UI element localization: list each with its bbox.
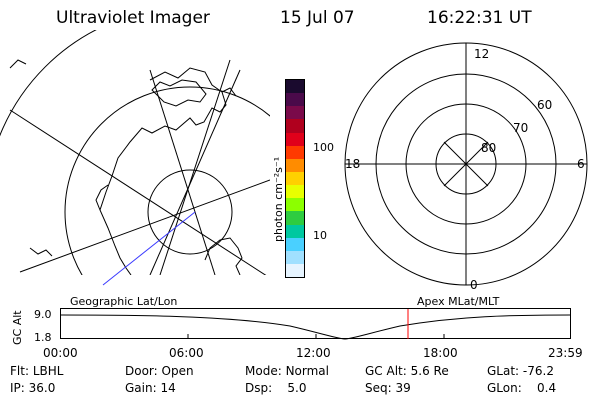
latitude-circle-mid	[64, 86, 270, 275]
app-title: Ultraviolet Imager	[56, 8, 210, 28]
status-glat: GLat: -76.2	[487, 364, 554, 378]
status-gc-alt: GC Alt: 5.6 Re	[365, 364, 449, 378]
polar-label-bottom: 0	[470, 278, 478, 292]
colorbar-swatch	[286, 171, 304, 186]
colorbar-swatch	[286, 237, 304, 251]
colorbar-swatch	[286, 132, 304, 146]
timeline-xtick-2: 12:00	[296, 346, 331, 360]
colorbar-swatch	[286, 80, 304, 94]
colorbar-swatch	[286, 158, 304, 172]
timeline-right-title: Apex MLat/MLT	[417, 295, 500, 308]
colorbar-swatch	[286, 145, 304, 159]
status-door: Door: Open	[125, 364, 194, 378]
colorbar-swatch	[286, 250, 304, 264]
timeline-ytick-top: 9.0	[34, 308, 52, 321]
colorbar-swatch	[286, 263, 304, 278]
geographic-map	[0, 30, 270, 286]
lat-label-60: 60	[537, 98, 553, 112]
continent-outline	[95, 67, 243, 275]
colorbar-swatch	[286, 93, 304, 107]
lat-label-70: 70	[513, 121, 529, 135]
colorbar-tick-10: 10	[313, 229, 327, 242]
colorbar-swatch	[286, 211, 304, 225]
timeline-xtick-1: 06:00	[169, 346, 204, 360]
polar-label-right: 6	[577, 157, 585, 171]
timeline-ytick-bottom: 1.8	[34, 331, 52, 344]
status-gain: Gain: 14	[125, 381, 176, 395]
latitude-circle-outer	[0, 30, 97, 137]
time-display: 16:22:31 UT	[427, 8, 532, 28]
status-dsp: Dsp: 5.0	[245, 381, 307, 395]
date-display: 15 Jul 07	[280, 8, 355, 28]
trajectory-line	[102, 211, 196, 286]
timeline-left-title: Geographic Lat/Lon	[70, 295, 178, 308]
status-glon: GLon: 0.4	[487, 381, 557, 395]
colorbar-swatch	[286, 185, 304, 199]
colorbar-swatch	[286, 106, 304, 120]
colorbar-tick-100: 100	[313, 141, 334, 154]
lat-label-80: 80	[481, 141, 497, 155]
polar-label-top: 12	[474, 47, 490, 61]
colorbar-swatch	[286, 198, 304, 212]
latitude-circle-inner	[147, 169, 233, 255]
polar-label-left: 18	[345, 157, 361, 171]
altitude-curve	[59, 314, 572, 340]
status-filter: Flt: LBHL	[10, 364, 64, 378]
colorbar-swatch	[286, 119, 304, 133]
timeline-xtick-4: 23:59	[548, 346, 583, 360]
timeline-axis-label: GC Alt	[11, 310, 24, 345]
timeline-xtick-0: 00:00	[43, 346, 78, 360]
status-ip: IP: 36.0	[10, 381, 56, 395]
timeline-xtick-3: 18:00	[423, 346, 458, 360]
status-seq: Seq: 39	[365, 381, 411, 395]
colorbar-unit-label: photon cm⁻²s⁻¹	[272, 156, 285, 242]
polar-plot	[344, 42, 588, 286]
colorbar-swatch	[286, 224, 304, 238]
colorbar	[285, 79, 305, 278]
status-mode: Mode: Normal	[245, 364, 329, 378]
timeline-plot	[59, 308, 572, 340]
